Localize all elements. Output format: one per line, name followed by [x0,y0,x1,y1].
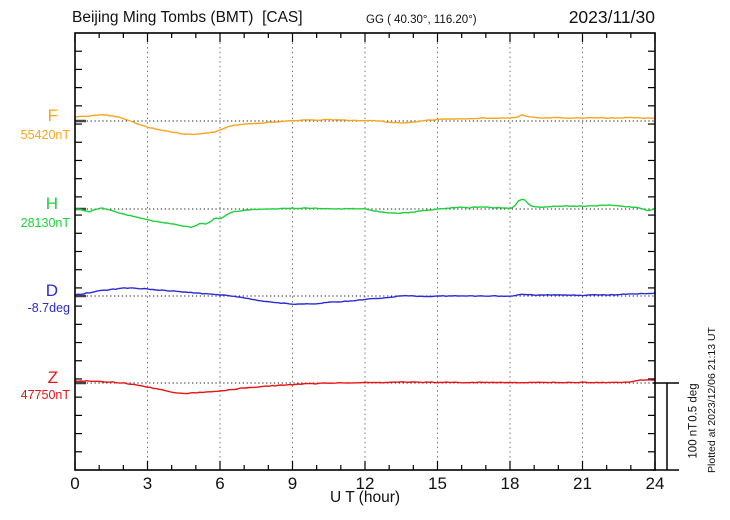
x-tick-label-0: 0 [70,474,79,493]
component-label-H: H [45,194,58,213]
plotted-at-note: Plotted at 2023/12/06 21:13 UT [706,327,718,473]
component-label-D: D [45,281,58,300]
component-label-F: F [47,106,58,125]
series-curve-D [74,287,656,305]
component-label-Z: Z [47,368,58,387]
scale-bar-label-nt: 100 nT [687,422,700,459]
x-axis-title: U T (hour) [329,489,401,506]
series-curve-H [74,198,656,229]
plot-date: 2023/11/30 [568,7,655,27]
station-title: Beijing Ming Tombs (BMT) [CAS] [72,9,303,26]
baseline-value-F: 55420nT [20,128,70,142]
x-tick-label-21: 21 [573,474,592,493]
scale-bar-label: 100 nT 0.5 deg [688,383,701,458]
x-tick-label-6: 6 [215,474,224,493]
scale-bar-label-deg: 0.5 deg [687,383,700,422]
baseline-value-D: -8.7deg [27,301,70,315]
series-curve-F [74,113,656,136]
baseline-value-H: 28130nT [20,216,70,230]
x-tick-label-24: 24 [646,474,665,493]
geo-coordinates: GG ( 40.30°, 116.20°) [366,14,477,26]
x-tick-label-3: 3 [143,474,152,493]
x-tick-label-18: 18 [501,474,520,493]
series-curve-Z [74,379,656,395]
x-tick-label-15: 15 [428,474,447,493]
baseline-value-Z: 47750nT [20,388,70,402]
x-tick-label-12: 12 [356,474,375,493]
plot-frame [74,32,656,471]
x-tick-label-9: 9 [288,474,297,493]
